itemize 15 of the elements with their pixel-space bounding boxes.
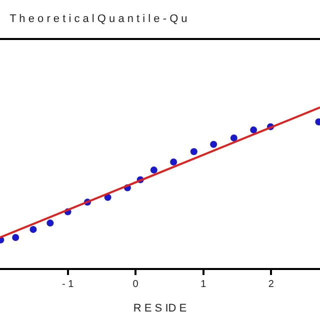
point: [30, 226, 37, 233]
x-tick-label: 2: [268, 279, 274, 290]
point: [230, 134, 238, 142]
x-axis-title: R E S ID E: [133, 302, 187, 315]
x-tick-label: - 1: [62, 279, 74, 290]
point: [150, 166, 158, 174]
x-tick-label: 1: [200, 279, 207, 290]
point: [170, 158, 178, 166]
point: [12, 234, 20, 241]
point: [190, 148, 198, 156]
x-tick-label: 0: [132, 279, 139, 290]
chart-title: T h e o r e t i c a l Q u a n t i l e - Q u: [10, 12, 188, 25]
point: [250, 126, 258, 134]
point: [46, 220, 54, 227]
point: [210, 140, 218, 148]
